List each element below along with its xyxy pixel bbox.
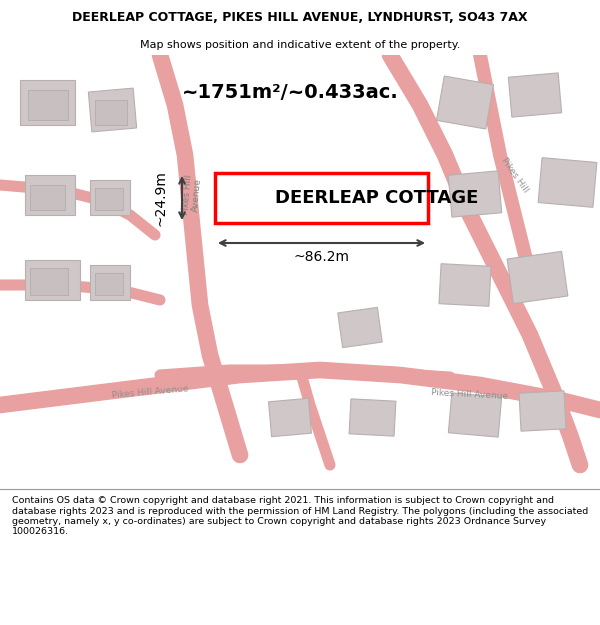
Text: Pikes Hill Avenue: Pikes Hill Avenue bbox=[431, 389, 509, 401]
Bar bbox=[507, 251, 568, 304]
Text: Pikes Hill
Avenue: Pikes Hill Avenue bbox=[181, 174, 203, 216]
Bar bbox=[448, 171, 502, 217]
Bar bbox=[338, 308, 382, 348]
Bar bbox=[20, 80, 75, 125]
Text: ~24.9m: ~24.9m bbox=[153, 170, 167, 226]
Bar bbox=[95, 188, 123, 210]
Text: DEERLEAP COTTAGE: DEERLEAP COTTAGE bbox=[275, 189, 478, 207]
Bar bbox=[269, 398, 311, 437]
Bar bbox=[508, 73, 562, 117]
Bar bbox=[519, 391, 566, 431]
Text: Map shows position and indicative extent of the property.: Map shows position and indicative extent… bbox=[140, 39, 460, 49]
Bar bbox=[25, 260, 80, 300]
Bar bbox=[25, 175, 75, 215]
Bar bbox=[88, 88, 137, 132]
Text: Pikes Hill: Pikes Hill bbox=[500, 156, 530, 194]
Bar bbox=[90, 180, 130, 215]
Text: DEERLEAP COTTAGE, PIKES HILL AVENUE, LYNDHURST, SO43 7AX: DEERLEAP COTTAGE, PIKES HILL AVENUE, LYN… bbox=[72, 11, 528, 24]
Text: Pikes Hill Avenue: Pikes Hill Avenue bbox=[111, 384, 189, 400]
Bar bbox=[28, 90, 68, 120]
Bar bbox=[215, 173, 428, 223]
Bar bbox=[95, 100, 127, 125]
Bar bbox=[349, 399, 396, 436]
Text: ~86.2m: ~86.2m bbox=[293, 250, 349, 264]
Bar bbox=[90, 265, 130, 300]
Bar bbox=[95, 273, 123, 295]
Bar bbox=[538, 158, 597, 208]
Text: Contains OS data © Crown copyright and database right 2021. This information is : Contains OS data © Crown copyright and d… bbox=[12, 496, 588, 536]
Text: ~1751m²/~0.433ac.: ~1751m²/~0.433ac. bbox=[182, 84, 398, 102]
Bar bbox=[439, 264, 491, 306]
Bar bbox=[30, 268, 68, 295]
Bar bbox=[448, 393, 502, 437]
Bar bbox=[30, 185, 65, 210]
Bar bbox=[436, 76, 494, 129]
